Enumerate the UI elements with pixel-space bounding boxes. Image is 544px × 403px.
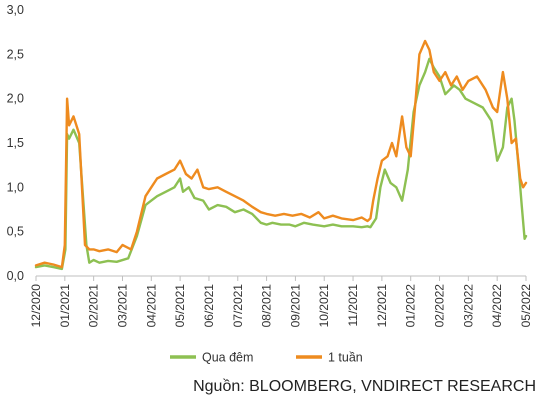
- x-axis-ticks: 12/2020 01/2021 02/2021 03/2021 04/2021 05/20…: [29, 276, 533, 327]
- y-tick-label: 2,0: [7, 92, 24, 106]
- x-tick-label: 07/2021: [231, 284, 245, 328]
- x-tick-label: 12/2020: [29, 284, 43, 328]
- x-tick-label: 05/2021: [173, 284, 187, 328]
- x-tick-label: 08/2021: [260, 284, 274, 328]
- x-tick-label: 04/2022: [490, 284, 504, 328]
- y-tick-label: 1,0: [7, 180, 24, 194]
- legend: Qua đêm 1 tuần: [170, 351, 363, 365]
- x-tick-label: 05/2022: [519, 284, 533, 328]
- x-tick-label: 01/2022: [404, 284, 418, 328]
- x-tick-label: 09/2021: [288, 284, 302, 328]
- series-line-1: [34, 39, 528, 269]
- y-tick-label: 2,5: [7, 47, 24, 61]
- y-tick-label: 3,0: [7, 3, 24, 17]
- y-tick-label: 0,5: [7, 225, 24, 239]
- series-lines: [34, 39, 528, 271]
- x-tick-label: 11/2021: [346, 284, 360, 327]
- y-axis-ticks: 0,0 0,5 1,0 1,5 2,0 2,5 3,0: [7, 3, 24, 283]
- x-tick-label: 01/2021: [58, 284, 72, 328]
- series-line-0: [34, 57, 528, 271]
- legend-label-0: Qua đêm: [202, 351, 253, 365]
- x-tick-label: 10/2021: [317, 284, 331, 328]
- source-note: Nguồn: BLOOMBERG, VNDIRECT RESEARCH: [193, 378, 536, 395]
- x-tick-label: 12/2021: [375, 284, 389, 328]
- legend-label-1: 1 tuần: [328, 351, 363, 365]
- x-tick-label: 03/2022: [461, 284, 475, 328]
- x-tick-label: 03/2021: [115, 284, 129, 328]
- x-tick-label: 06/2021: [202, 284, 216, 328]
- x-tick-label: 04/2021: [144, 284, 158, 328]
- y-tick-label: 0,0: [7, 269, 24, 283]
- y-tick-label: 1,5: [7, 136, 24, 150]
- x-tick-label: 02/2021: [87, 284, 101, 328]
- x-tick-label: 02/2022: [433, 284, 447, 328]
